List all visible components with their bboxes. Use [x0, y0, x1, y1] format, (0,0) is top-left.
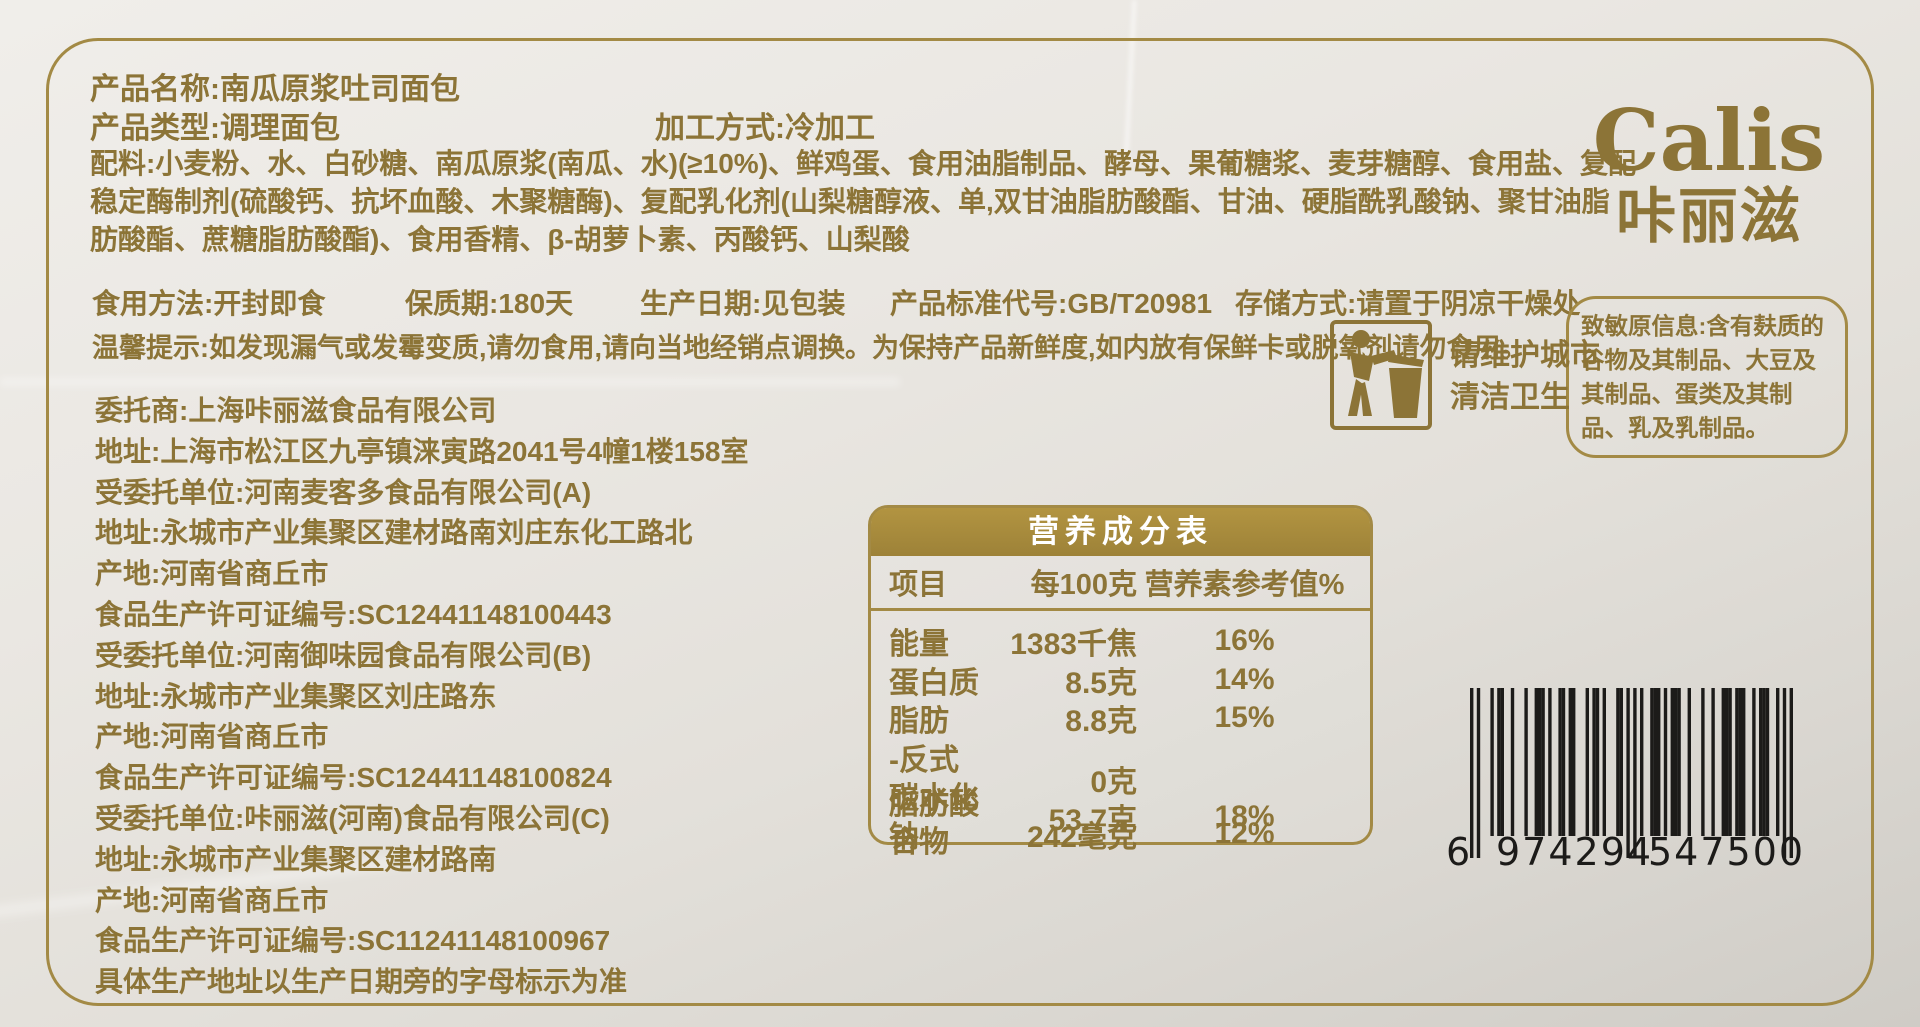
barcode-digits-left: 974294: [1496, 830, 1654, 874]
nutrient-name: 能量: [889, 628, 949, 661]
nutrition-col-nrv: 营养素参考值%: [1144, 569, 1345, 601]
barcode: 6 974294 547500: [1446, 688, 1803, 883]
nutrition-column-header: 项目 每100克 营养素参考值%: [871, 556, 1370, 611]
barcode-digits-right: 547500: [1648, 830, 1806, 874]
nutrient-amount: 8.8克: [1065, 705, 1137, 738]
manufacturer-line: 产地:河南省商丘市: [95, 558, 329, 590]
nutrient-amount: 8.5克: [1065, 666, 1137, 700]
brand-logo-cn: 咔丽滋: [1616, 183, 1802, 250]
nutrient-amount: 53.7克: [1048, 804, 1137, 837]
brand-logo: Calis: [1592, 91, 1826, 190]
nutrient-nrv: 15%: [1214, 701, 1275, 734]
nutrition-col-item: 项目: [889, 569, 948, 601]
nutrition-row: 碳水化合物 53.7克 18%: [871, 773, 1370, 859]
nutrient-name: 脂肪: [889, 705, 949, 738]
nutrition-row: 钠 242毫克 12%: [871, 812, 1370, 854]
warm-tip: 温馨提示:如发现漏气或发霉变质,请勿食用,请向当地经销点调换。为保持产品新鲜度,…: [92, 333, 1528, 363]
nutrient-nrv: 16%: [1214, 624, 1275, 657]
nutrient-name: 钠: [889, 820, 919, 854]
nutrient-nrv: 18%: [1214, 800, 1275, 833]
allergen-box: 致敏原信息:含有麸质的谷物及其制品、大豆及其制品、蛋类及其制品、乳及乳制品。: [1566, 296, 1848, 458]
ingredients-line-3: 肪酸酯、蔗糖脂肪酸酯)、食用香精、β-胡萝卜素、丙酸钙、山梨酸: [90, 224, 910, 255]
manufacturer-line: 地址:永城市产业集聚区建材路南: [95, 843, 497, 875]
nutrition-table: 营养成分表 项目 每100克 营养素参考值% 能量 1383千焦 16% 蛋白质…: [868, 505, 1373, 859]
ingredients-line-1: 配料:小麦粉、水、白砂糖、南瓜原浆(南瓜、水)(≥10%)、鲜鸡蛋、食用油脂制品…: [90, 148, 1637, 179]
product-type-line: 产品类型:调理面包: [90, 112, 340, 145]
nutrient-amount: 0克: [1090, 765, 1137, 799]
usage-label: 食用方法:开封即食: [92, 288, 326, 319]
brand-logo-block: Calis 咔丽滋: [1575, 98, 1843, 250]
civic-text-line1: 请维护城市: [1450, 339, 1600, 372]
manufacturer-line: 食品生产许可证编号:SC12441148100443: [95, 598, 612, 630]
manufacturer-line: 产地:河南省商丘市: [95, 721, 329, 753]
manufacturer-line: 地址:永城市产业集聚区建材路南刘庄东化工路北: [95, 517, 693, 549]
storage-label: 存储方式:请置于阴凉干燥处: [1235, 288, 1581, 319]
processing-line: 加工方式:冷加工: [655, 112, 875, 145]
nutrition-col-per100: 每100克: [1030, 569, 1137, 601]
shelf-life-label: 保质期:180天: [405, 288, 574, 319]
production-date-label: 生产日期:见包装: [640, 288, 846, 319]
nutrient-name: -反式脂肪酸: [889, 743, 979, 821]
nutrition-row: 能量 1383千焦 16%: [871, 619, 1370, 661]
manufacturer-line: 委托商:上海咔丽滋食品有限公司: [95, 395, 497, 426]
nutrient-name: 碳水化合物: [889, 782, 979, 859]
nutrition-row: 脂肪 8.8克 15%: [871, 696, 1370, 738]
nutrition-row: 蛋白质 8.5克 14%: [871, 658, 1370, 700]
label-gold-border: [46, 38, 1874, 1006]
nutrient-nrv: 14%: [1214, 662, 1275, 696]
civic-text-line2: 清洁卫生: [1450, 381, 1570, 414]
nutrient-nrv: 12%: [1214, 816, 1275, 850]
ingredients-line-2: 稳定酶制剂(硫酸钙、抗坏血酸、木聚糖酶)、复配乳化剂(山梨糖醇液、单,双甘油脂肪…: [90, 186, 1610, 217]
manufacturer-line: 产地:河南省商丘市: [95, 884, 329, 916]
paper-crease: [0, 378, 900, 386]
nutrient-amount: 1383千焦: [1010, 628, 1137, 661]
manufacturer-line: 食品生产许可证编号:SC12441148100824: [95, 762, 612, 794]
product-name-line: 产品名称:南瓜原浆吐司面包: [90, 73, 460, 106]
manufacturer-line: 地址:上海市松江区九亭镇涞寅路2041号4幢1楼158室: [95, 435, 749, 467]
manufacturer-line: 具体生产地址以生产日期旁的字母标示为准: [95, 966, 628, 998]
nutrient-amount: 242毫克: [1026, 820, 1137, 854]
litter-disposal-icon: [1330, 320, 1432, 430]
nutrition-title: 营养成分表: [871, 508, 1370, 556]
manufacturer-line: 受委托单位:咔丽滋(河南)食品有限公司(C): [95, 802, 610, 834]
barcode-bars: [1470, 688, 1793, 858]
nutrition-row: -反式脂肪酸 0克: [871, 735, 1370, 821]
barcode-digit-lead: 6: [1446, 830, 1473, 874]
nutrition-rows: 能量 1383千焦 16% 蛋白质 8.5克 14% 脂肪 8.8克 15% -…: [871, 611, 1370, 859]
manufacturer-line: 食品生产许可证编号:SC11241148100967: [95, 925, 611, 957]
manufacturer-line: 地址:永城市产业集聚区刘庄路东: [95, 680, 497, 712]
nutrient-name: 蛋白质: [889, 666, 979, 700]
allergen-text: 致敏原信息:含有麸质的谷物及其制品、大豆及其制品、蛋类及其制品、乳及乳制品。: [1581, 313, 1824, 441]
standard-code-label: 产品标准代号:GB/T20981: [890, 288, 1213, 319]
manufacturer-block: 委托商:上海咔丽滋食品有限公司 地址:上海市松江区九亭镇涞寅路2041号4幢1楼…: [95, 391, 748, 1003]
manufacturer-line: 受委托单位:河南麦客多食品有限公司(A): [95, 476, 592, 508]
manufacturer-line: 受委托单位:河南御味园食品有限公司(B): [95, 639, 592, 671]
